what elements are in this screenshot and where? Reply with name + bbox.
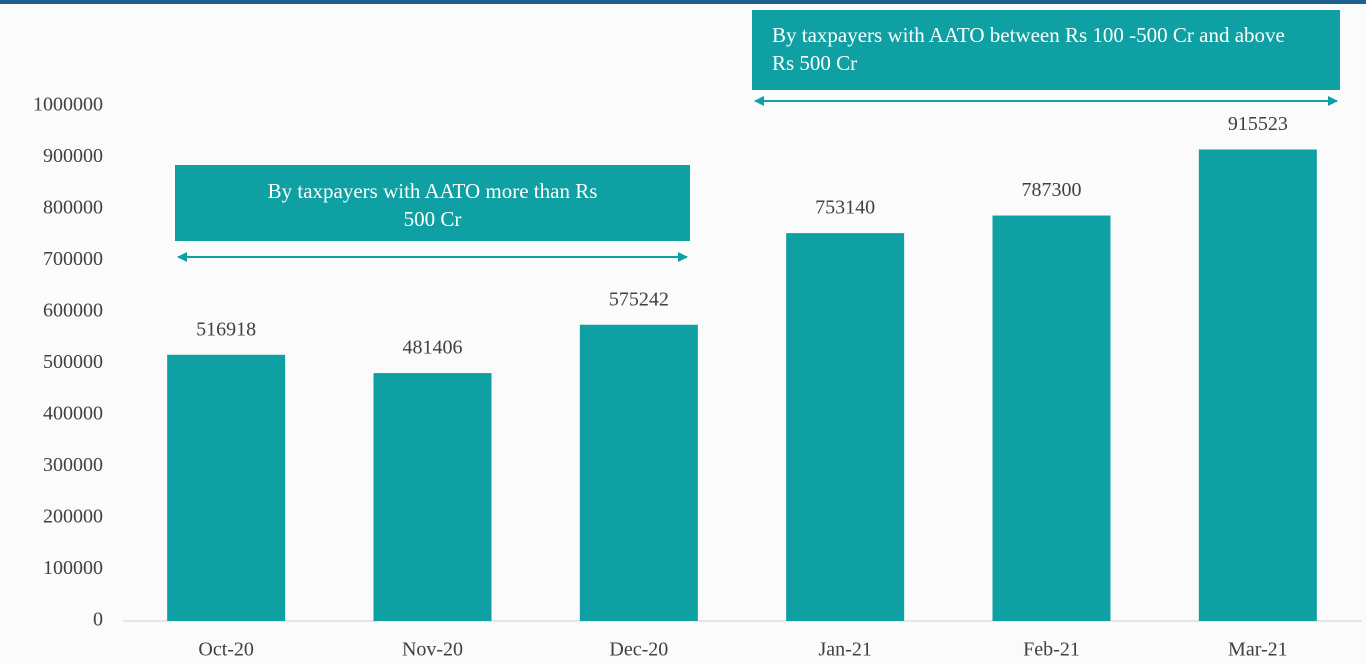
y-tick-label: 0 xyxy=(93,609,103,631)
y-tick-label: 700000 xyxy=(43,248,103,270)
y-tick-label: 300000 xyxy=(43,454,103,476)
bar xyxy=(579,324,698,621)
annotation-box: By taxpayers with AATO more than Rs 500 … xyxy=(175,165,690,241)
x-tick-label: Mar-21 xyxy=(1228,639,1288,661)
data-label: 787300 xyxy=(1022,179,1082,201)
y-tick-label: 900000 xyxy=(43,145,103,167)
bar xyxy=(167,354,286,621)
x-tick-label: Nov-20 xyxy=(402,639,463,661)
y-tick-label: 1000000 xyxy=(33,94,103,116)
y-tick-label: 100000 xyxy=(43,557,103,579)
data-label: 481406 xyxy=(403,337,463,359)
bar xyxy=(373,373,492,621)
data-label: 575242 xyxy=(609,288,669,310)
top-border xyxy=(0,0,1366,4)
bar xyxy=(992,215,1111,621)
data-label: 915523 xyxy=(1228,113,1288,135)
x-tick-label: Oct-20 xyxy=(198,639,254,661)
y-tick-label: 500000 xyxy=(43,351,103,373)
y-tick-label: 200000 xyxy=(43,506,103,528)
y-tick-label: 800000 xyxy=(43,197,103,219)
x-tick-label: Dec-20 xyxy=(609,639,668,661)
y-tick-label: 400000 xyxy=(43,403,103,425)
data-label: 753140 xyxy=(815,197,875,219)
bar xyxy=(786,233,905,621)
x-tick-label: Jan-21 xyxy=(819,639,872,661)
data-label: 516918 xyxy=(196,318,256,340)
annotation-box: By taxpayers with AATO between Rs 100 -5… xyxy=(752,10,1340,90)
bar xyxy=(1198,149,1317,621)
y-tick-label: 600000 xyxy=(43,300,103,322)
x-tick-label: Feb-21 xyxy=(1023,639,1080,661)
